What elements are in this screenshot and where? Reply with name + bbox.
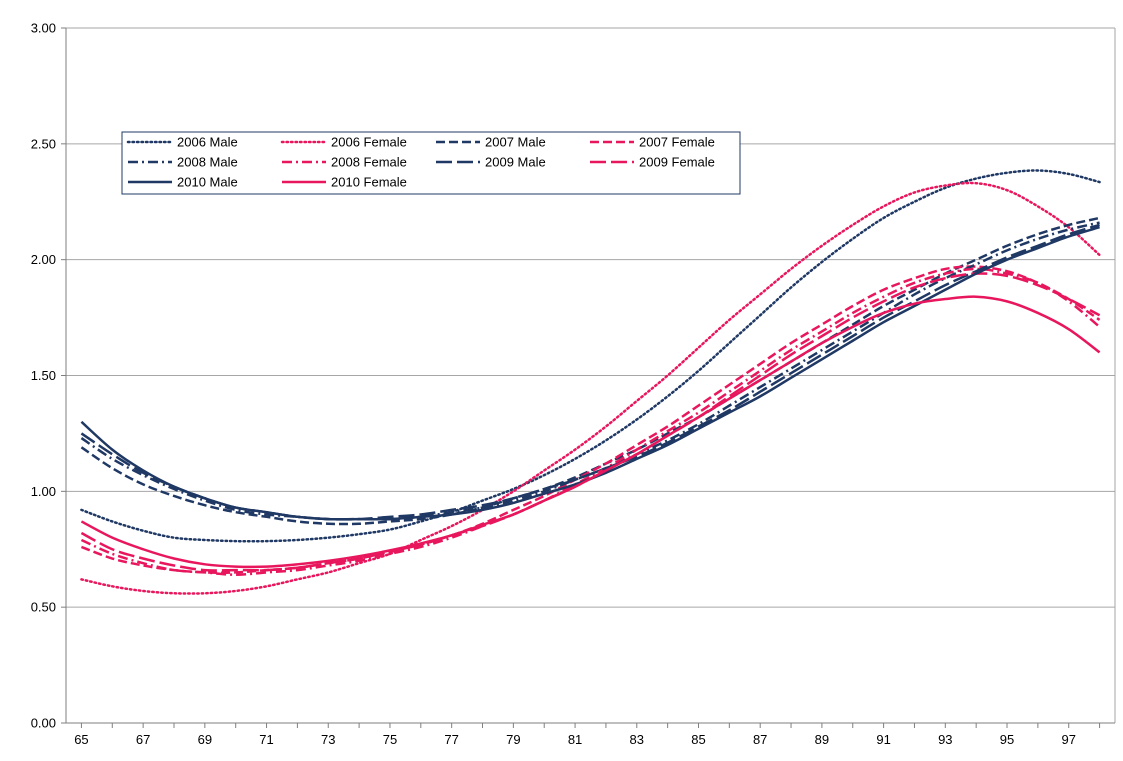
y-tick-label: 2.00 [31, 252, 56, 267]
y-axis-tick-labels: 0.00 0.50 1.00 1.50 2.00 2.50 3.00 [31, 21, 56, 731]
series-line-2006-male [80, 169, 1101, 543]
legend-label-2006-female: 2006 Female [331, 135, 407, 150]
y-tick-label: 0.00 [31, 716, 56, 731]
x-tick-label: 83 [630, 732, 644, 747]
series-line-2009-female [80, 272, 1101, 572]
legend-box [121, 131, 741, 195]
series-line-2010-female [80, 295, 1101, 569]
x-tick-label: 79 [506, 732, 520, 747]
x-tick-label: 69 [198, 732, 212, 747]
x-tick-label: 73 [321, 732, 335, 747]
legend-label-2010-female: 2010 Female [331, 175, 407, 190]
series-line-2007-male [80, 216, 1100, 526]
series-line-2008-male [80, 221, 1100, 521]
y-tick-label: 0.50 [31, 600, 56, 615]
y-tick-label: 1.50 [31, 368, 56, 383]
x-tick-label: 81 [568, 732, 582, 747]
x-tick-label: 85 [691, 732, 705, 747]
x-tick-label: 67 [136, 732, 150, 747]
legend-label-2008-female: 2008 Female [331, 155, 407, 170]
axes [61, 27, 1116, 728]
legend-label-2006-male: 2006 Male [177, 135, 238, 150]
series-line-2008-female [80, 267, 1101, 576]
legend-label-2007-female: 2007 Female [639, 135, 715, 150]
y-tick-label: 3.00 [31, 21, 56, 36]
series-line-2007-female [80, 265, 1101, 574]
x-tick-label: 75 [383, 732, 397, 747]
legend: 2006 Male 2006 Female 2007 Male 2007 Female… [121, 131, 741, 195]
x-tick-label: 87 [753, 732, 767, 747]
x-tick-label: 77 [444, 732, 458, 747]
x-tick-label: 71 [259, 732, 273, 747]
x-axis-tick-labels: 65 67 69 71 73 75 77 79 81 83 85 87 89 91 93 95 97 [74, 732, 1076, 747]
series-lines [80, 169, 1101, 595]
x-tick-label: 95 [1000, 732, 1014, 747]
series-line-2010-male [80, 226, 1100, 521]
series-line-2006-female [80, 181, 1101, 595]
x-tick-label: 65 [74, 732, 88, 747]
gridlines [66, 27, 1115, 608]
x-tick-label: 97 [1061, 732, 1075, 747]
y-tick-label: 1.00 [31, 484, 56, 499]
x-tick-label: 93 [938, 732, 952, 747]
x-tick-label: 89 [815, 732, 829, 747]
x-tick-label: 91 [876, 732, 890, 747]
legend-label-2009-male: 2009 Male [485, 155, 546, 170]
legend-label-2007-male: 2007 Male [485, 135, 546, 150]
legend-label-2008-male: 2008 Male [177, 155, 238, 170]
legend-label-2009-female: 2009 Female [639, 155, 715, 170]
series-line-2009-male [80, 223, 1100, 521]
y-tick-label: 2.50 [31, 136, 56, 151]
legend-label-2010-male: 2010 Male [177, 175, 238, 190]
